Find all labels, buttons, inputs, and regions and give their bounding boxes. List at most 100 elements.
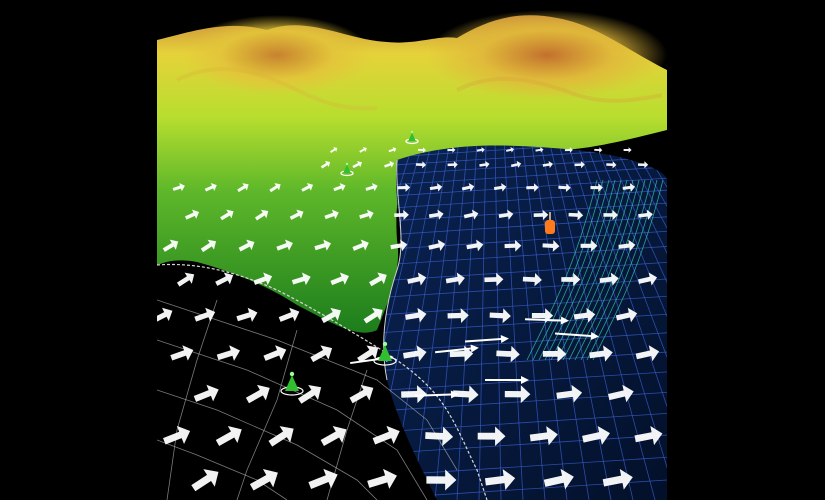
- arrow-icon: [522, 272, 542, 287]
- arrow-icon: [359, 209, 374, 220]
- arrow-icon: [573, 307, 596, 323]
- arrow-icon: [204, 183, 217, 192]
- arrow-icon: [301, 183, 314, 192]
- arrow-icon: [535, 147, 544, 153]
- arrow-icon: [529, 426, 558, 446]
- arrow-icon: [445, 272, 465, 286]
- arrow-icon: [542, 160, 553, 169]
- grid-line: [602, 145, 667, 500]
- arrow-icon: [324, 209, 339, 220]
- grid-line: [383, 189, 667, 211]
- arrow-icon: [320, 426, 347, 446]
- grid-line: [566, 145, 667, 500]
- arrow-icon: [254, 209, 269, 221]
- arrow-icon: [479, 160, 490, 169]
- arrow-icon: [526, 183, 539, 192]
- arrow-icon: [390, 239, 408, 252]
- arrow-icon: [485, 376, 529, 384]
- arrow-icon: [542, 345, 567, 363]
- arrow-icon: [622, 183, 636, 192]
- grid-line: [157, 339, 428, 500]
- grid-line: [383, 230, 667, 252]
- arrow-icon: [543, 468, 574, 490]
- grid-line: [157, 439, 288, 500]
- grid-line: [383, 145, 433, 500]
- arrow-icon: [170, 345, 194, 361]
- arrow-icon: [635, 345, 660, 362]
- arrow-icon: [493, 183, 507, 192]
- arrow-icon: [417, 147, 426, 153]
- arrow-icon: [369, 272, 387, 287]
- arrow-icon: [594, 147, 603, 153]
- grid-line: [548, 145, 634, 500]
- arrow-icon: [452, 385, 479, 404]
- grid-line: [556, 179, 628, 361]
- station-markers: [280, 130, 555, 396]
- arrow-icon: [330, 272, 349, 286]
- arrow-icon: [524, 316, 569, 325]
- arrow-icon: [504, 385, 531, 404]
- arrow-icon: [333, 182, 346, 192]
- arrow-icon: [308, 468, 338, 489]
- arrow-icon: [359, 147, 367, 153]
- grid-line: [575, 145, 667, 500]
- arrow-icon: [505, 147, 514, 153]
- grid-line: [611, 145, 667, 500]
- arrow-icon: [477, 426, 506, 446]
- arrow-icon: [193, 384, 219, 402]
- arrow-icon: [542, 240, 560, 252]
- arrow-icon: [554, 331, 599, 340]
- arrow-icon: [220, 209, 234, 221]
- arrow-icon: [253, 272, 273, 285]
- grid-line: [503, 145, 524, 500]
- arrow-icon: [384, 160, 395, 168]
- arrow-icon: [426, 469, 457, 491]
- arrow-icon: [589, 345, 613, 362]
- arrow-icon: [314, 239, 332, 251]
- arrow-icon: [401, 385, 427, 404]
- arrow-icon: [407, 272, 427, 286]
- arrow-icon: [602, 468, 633, 490]
- arrow-icon: [618, 239, 636, 252]
- grid-line: [562, 179, 634, 361]
- grid-line: [586, 179, 658, 361]
- arrow-icon: [215, 426, 242, 446]
- arrow-icon: [245, 384, 270, 404]
- arrow-icon: [498, 209, 514, 220]
- orange-marker-icon: [545, 212, 555, 234]
- arrow-icon: [638, 209, 653, 220]
- arrow-icon: [320, 161, 331, 169]
- arrow-icon: [638, 272, 658, 286]
- grid-line: [383, 295, 667, 317]
- arrow-icon: [489, 308, 511, 324]
- arrow-icon: [278, 307, 300, 322]
- arrow-icon: [564, 147, 573, 153]
- arrow-icon: [357, 345, 379, 363]
- arrow-icon: [582, 425, 610, 445]
- mountain-ridge: [176, 67, 378, 111]
- grid-line: [544, 179, 616, 361]
- arrow-icon: [504, 239, 522, 252]
- arrow-icon: [397, 183, 411, 192]
- arrow-icon: [276, 239, 293, 251]
- grid-line: [434, 145, 469, 500]
- mountain-peak-right: [427, 10, 667, 100]
- arrow-icon: [447, 161, 458, 169]
- arrow-icon: [349, 384, 374, 404]
- arrow-icon: [330, 147, 338, 153]
- arrow-icon: [236, 307, 258, 322]
- grid-line: [550, 179, 622, 361]
- arrow-icon: [237, 183, 249, 193]
- arrow-icon: [216, 345, 240, 361]
- grid-line: [412, 145, 460, 500]
- arrow-icon: [352, 239, 369, 251]
- lowland-grid: [157, 299, 458, 500]
- arrow-icon: [402, 345, 427, 362]
- arrow-icon: [447, 147, 456, 153]
- arrow-icon: [435, 344, 479, 354]
- arrow-icon: [185, 209, 200, 220]
- arrow-icon: [561, 272, 581, 287]
- cone-marker-icon: [280, 371, 304, 396]
- grid-line: [383, 371, 667, 393]
- arrow-icon: [372, 425, 400, 445]
